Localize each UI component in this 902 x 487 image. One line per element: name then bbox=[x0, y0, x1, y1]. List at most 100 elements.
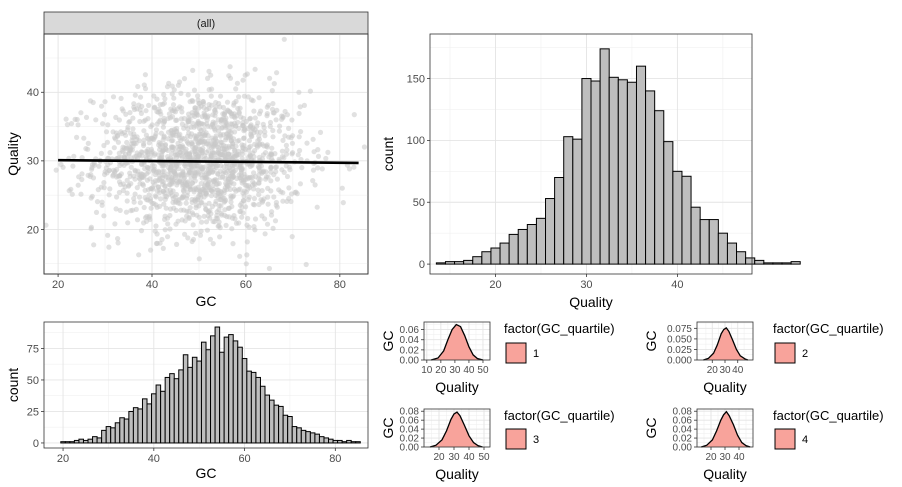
scatter-point bbox=[93, 117, 99, 123]
scatter-point bbox=[196, 105, 202, 111]
scatter-point bbox=[289, 234, 295, 240]
scatter-point bbox=[209, 102, 215, 108]
scatter-point bbox=[197, 188, 204, 194]
scatter-point bbox=[134, 185, 140, 191]
x-tick-label: 50 bbox=[477, 365, 489, 376]
x-tick-label: 20 bbox=[57, 453, 69, 465]
scatter-point bbox=[115, 139, 121, 145]
scatter-point bbox=[230, 194, 236, 200]
scatter-point bbox=[269, 88, 275, 94]
histogram-bar bbox=[105, 426, 112, 444]
scatter-point bbox=[110, 94, 117, 100]
scatter-point bbox=[238, 209, 244, 215]
scatter-point bbox=[177, 135, 183, 141]
scatter-point bbox=[236, 94, 242, 100]
scatter-point bbox=[110, 172, 116, 178]
scatter-point bbox=[101, 112, 108, 118]
scatter-point bbox=[126, 151, 132, 157]
histogram-bar bbox=[328, 438, 334, 444]
scatter-point bbox=[179, 217, 185, 223]
scatter-point bbox=[143, 218, 150, 224]
histogram-bar bbox=[772, 262, 783, 265]
scatter-point bbox=[288, 198, 294, 205]
scatter-point bbox=[85, 172, 91, 178]
scatter-point bbox=[240, 123, 246, 129]
scatter-point bbox=[187, 205, 193, 211]
facet-strip-label: (all) bbox=[197, 18, 215, 30]
histogram-bar bbox=[717, 232, 728, 265]
histogram-bar bbox=[517, 228, 528, 265]
scatter-point bbox=[176, 166, 182, 172]
scatter-point bbox=[190, 144, 196, 150]
scatter-point bbox=[79, 176, 85, 183]
y-tick-label: 0.08 bbox=[400, 407, 420, 418]
scatter-point bbox=[172, 168, 178, 174]
scatter-point bbox=[173, 221, 179, 227]
histogram-bar bbox=[499, 242, 510, 265]
scatter-point bbox=[247, 163, 253, 169]
scatter-point bbox=[201, 213, 207, 219]
scatter-point bbox=[221, 187, 228, 193]
scatter-point bbox=[198, 172, 204, 178]
scatter-point bbox=[307, 88, 313, 94]
scatter-point bbox=[131, 134, 138, 140]
scatter-point bbox=[284, 112, 290, 118]
scatter-point bbox=[244, 71, 250, 77]
scatter-point bbox=[83, 146, 89, 152]
scatter-point bbox=[159, 236, 165, 243]
scatter-point bbox=[236, 110, 242, 116]
scatter-point bbox=[160, 161, 166, 167]
histogram-bar bbox=[69, 441, 75, 444]
scatter-point bbox=[160, 245, 166, 251]
scatter-point bbox=[271, 81, 277, 87]
scatter-point bbox=[101, 185, 107, 191]
scatter-point bbox=[232, 154, 238, 160]
scatter-point bbox=[157, 102, 163, 108]
scatter-point bbox=[269, 106, 276, 112]
scatter-point bbox=[208, 93, 214, 99]
legend-label: 3 bbox=[533, 434, 539, 446]
scatter-point bbox=[249, 174, 255, 180]
histogram-bar bbox=[481, 251, 492, 265]
scatter-point bbox=[162, 141, 169, 148]
scatter-point bbox=[181, 125, 187, 131]
x-axis-title: Quality bbox=[569, 294, 613, 310]
scatter-point bbox=[189, 180, 195, 186]
scatter-point bbox=[115, 236, 121, 242]
scatter-point bbox=[264, 111, 270, 117]
x-tick-label: 50 bbox=[478, 452, 490, 463]
marks-layer bbox=[60, 326, 361, 444]
scatter-point bbox=[213, 133, 219, 139]
scatter-point bbox=[192, 185, 198, 191]
scatter-point bbox=[181, 76, 188, 82]
scatter-panel: (all) 20 40 60 80 20 30 40 GC Quality bbox=[5, 11, 369, 309]
scatter-point bbox=[171, 108, 177, 114]
scatter-point bbox=[185, 140, 191, 146]
scatter-point bbox=[204, 106, 210, 112]
scatter-point bbox=[225, 168, 231, 174]
scatter-point bbox=[297, 104, 303, 110]
scatter-point bbox=[262, 133, 268, 139]
scatter-point bbox=[185, 92, 191, 98]
scatter-point bbox=[210, 149, 216, 155]
scatter-point bbox=[103, 129, 110, 135]
scatter-point bbox=[99, 202, 105, 208]
points-layer bbox=[43, 36, 367, 272]
scatter-point bbox=[274, 176, 280, 182]
scatter-point bbox=[247, 124, 253, 130]
scatter-point bbox=[248, 129, 254, 135]
scatter-point bbox=[266, 265, 272, 272]
histogram-bar bbox=[472, 256, 483, 265]
scatter-point bbox=[224, 99, 231, 105]
y-tick-label: 0.00 bbox=[400, 356, 420, 367]
scatter-point bbox=[142, 195, 148, 201]
histogram-bar bbox=[269, 399, 275, 444]
scatter-point bbox=[69, 191, 75, 197]
scatter-point bbox=[143, 108, 149, 114]
scatter-point bbox=[284, 173, 291, 180]
scatter-point bbox=[272, 218, 279, 224]
y-tick-label: 0.00 bbox=[673, 443, 693, 454]
scatter-point bbox=[182, 231, 188, 237]
histogram-bar bbox=[173, 378, 180, 444]
legend-key bbox=[505, 342, 527, 364]
